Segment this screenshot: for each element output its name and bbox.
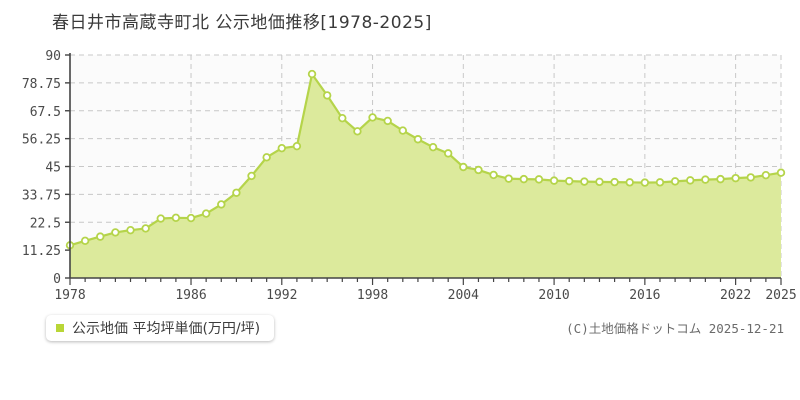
x-axis-tick-label: 2004 [448, 288, 479, 303]
data-point-marker [776, 168, 786, 177]
data-point-marker [201, 209, 211, 218]
y-axis-tick-label: 0 [53, 272, 61, 287]
data-point-marker [686, 176, 695, 185]
data-point-marker [428, 142, 438, 152]
data-point-marker [716, 174, 725, 184]
data-point-marker [247, 171, 256, 181]
x-axis-tick-label: 1992 [266, 288, 297, 303]
data-point-marker [549, 176, 559, 185]
data-point-marker [217, 200, 226, 209]
data-point-marker [640, 178, 650, 187]
data-point-marker [262, 153, 271, 162]
data-point-marker [731, 173, 740, 183]
data-point-marker [383, 116, 392, 126]
data-point-marker [322, 91, 332, 100]
y-axis-tick-label: 56.25 [22, 133, 61, 148]
data-point-marker [80, 236, 90, 246]
data-point-marker [232, 188, 241, 197]
data-point-marker [171, 213, 181, 222]
x-axis-tick-label: 2016 [629, 288, 660, 303]
data-point-marker [580, 177, 589, 186]
y-axis-tick-label: 33.75 [22, 188, 61, 203]
data-point-marker [368, 113, 377, 122]
data-point-marker [746, 173, 755, 182]
x-axis-tick-label: 2025 [765, 288, 796, 303]
legend-item-label: 公示地価 平均坪単価(万円/坪) [72, 321, 261, 337]
y-axis-tick-label: 67.5 [30, 105, 61, 120]
data-point-marker [459, 162, 468, 172]
data-point-marker [610, 177, 619, 187]
data-point-marker [96, 232, 105, 241]
x-axis-tick-label: 1998 [357, 288, 388, 303]
chart-legend: 公示地価 平均坪単価(万円/坪) [46, 315, 275, 341]
data-point-marker [141, 224, 150, 233]
legend-swatch-icon [56, 324, 64, 332]
data-point-marker [292, 141, 302, 151]
x-axis-tick-label: 2010 [538, 288, 569, 303]
data-point-marker [186, 213, 196, 223]
data-point-marker [413, 135, 423, 144]
data-point-marker [670, 177, 680, 186]
y-axis-tick-label: 78.75 [22, 77, 61, 92]
x-axis-tick-label: 1986 [175, 288, 206, 303]
data-point-marker [398, 126, 408, 135]
data-point-marker [474, 165, 483, 175]
credit-text: (C)土地価格ドットコム 2025-12-21 [566, 321, 784, 336]
data-point-marker [353, 127, 362, 136]
data-point-marker [655, 178, 665, 187]
series-area-fill [70, 74, 781, 278]
data-point-marker [489, 170, 498, 180]
y-axis-tick-label: 22.5 [30, 216, 61, 231]
data-point-marker [126, 225, 135, 235]
data-point-marker [534, 175, 544, 184]
data-point-marker [519, 174, 529, 184]
data-point-marker [625, 178, 634, 187]
data-point-marker [504, 174, 513, 183]
data-point-marker [277, 143, 286, 153]
y-axis-tick-label: 45 [45, 161, 61, 176]
data-point-marker [111, 228, 120, 237]
data-point-marker [761, 170, 771, 180]
x-axis-tick-label: 2022 [720, 288, 751, 303]
data-point-marker [565, 176, 574, 186]
data-point-marker [307, 69, 317, 79]
y-axis-tick-label: 11.25 [22, 244, 61, 259]
data-point-marker [443, 149, 453, 158]
data-point-marker [156, 214, 165, 223]
x-axis-tick-label: 1978 [54, 288, 85, 303]
data-point-marker [595, 177, 604, 187]
y-axis-tick-label: 90 [45, 49, 61, 64]
page-title: 春日井市高蔵寺町北 公示地価推移[1978-2025] [52, 13, 432, 33]
data-point-marker [701, 175, 710, 184]
data-point-marker [338, 113, 347, 123]
